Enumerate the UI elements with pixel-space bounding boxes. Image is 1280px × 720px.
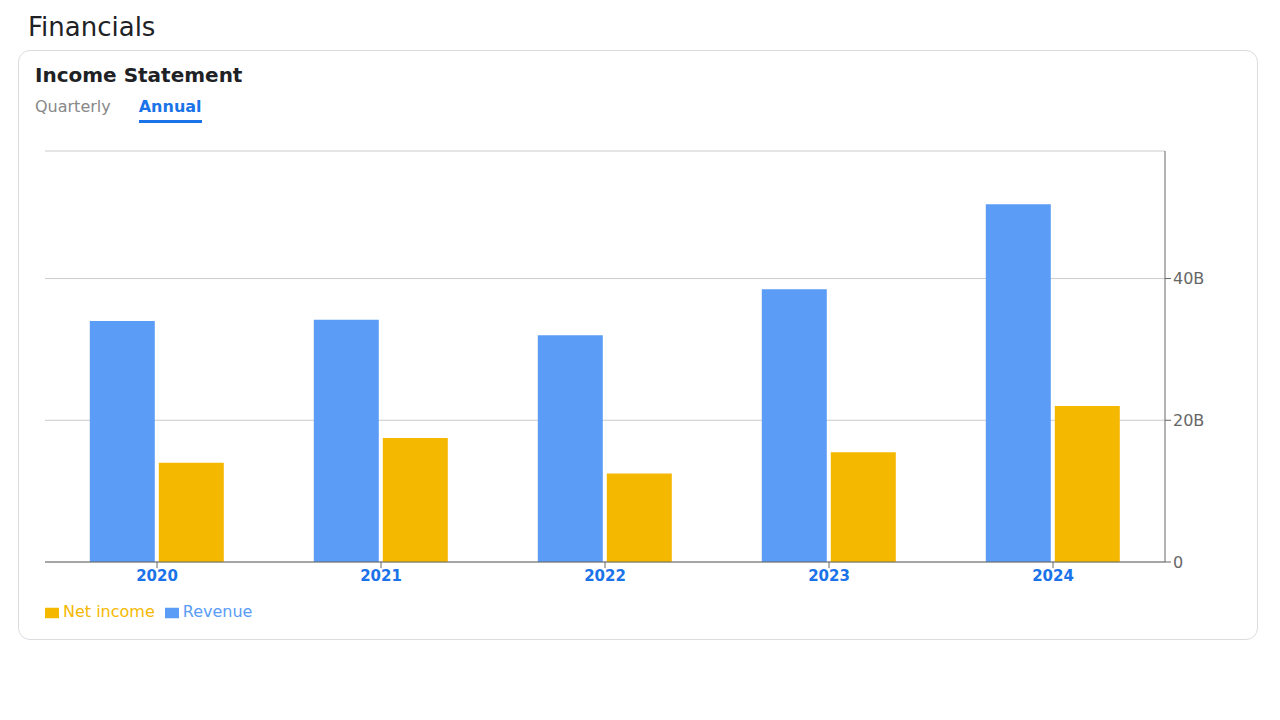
svg-text:2022: 2022 <box>584 567 626 585</box>
svg-text:2023: 2023 <box>808 567 850 585</box>
html-text:Income Statement: Income Statement <box>35 63 243 87</box>
svg-text:2024: 2024 <box>1032 567 1074 585</box>
svg-text:20B: 20B <box>1173 411 1204 430</box>
svg-text:40B: 40B <box>1173 269 1204 288</box>
html-text:Quarterly: Quarterly <box>35 97 111 116</box>
html-text:Net income: Net income <box>63 602 155 621</box>
html-text:Financials: Financials <box>28 12 156 42</box>
html-text:Revenue: Revenue <box>182 602 253 621</box>
html-text:Annual: Annual <box>138 97 202 116</box>
svg-text:2021: 2021 <box>360 567 402 585</box>
svg-text:0: 0 <box>1173 553 1183 572</box>
svg-text:2020: 2020 <box>136 567 178 585</box>
